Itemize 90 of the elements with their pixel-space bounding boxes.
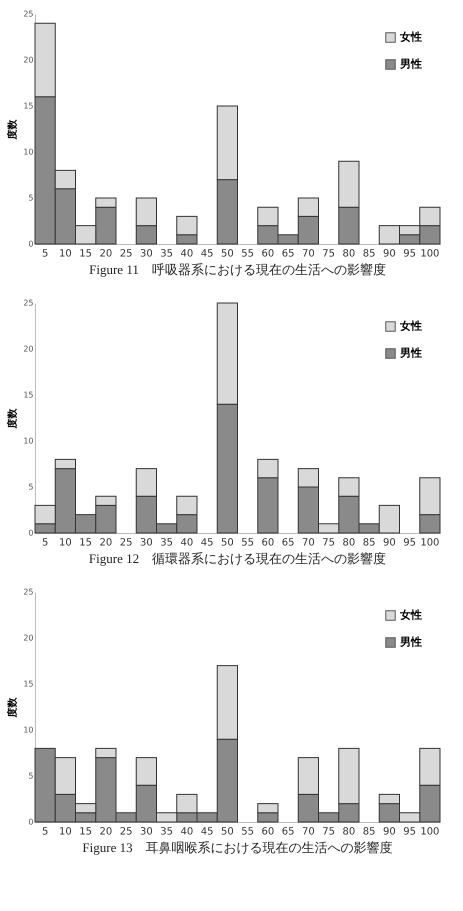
x-tick-label: 30 bbox=[140, 826, 153, 838]
x-tick-label: 70 bbox=[302, 538, 315, 548]
x-tick-label: 10 bbox=[59, 826, 72, 838]
y-tick-label: 5 bbox=[28, 482, 34, 492]
x-tick-label: 50 bbox=[221, 826, 234, 838]
x-tick-label: 20 bbox=[100, 538, 112, 548]
x-tick-label: 90 bbox=[383, 538, 396, 548]
y-tick-label: 20 bbox=[23, 344, 34, 354]
y-tick-label: 20 bbox=[23, 634, 34, 642]
x-tick-label: 55 bbox=[241, 248, 254, 260]
x-tick-label: 85 bbox=[362, 248, 376, 260]
x-tick-label: 85 bbox=[362, 826, 376, 838]
x-tick-label: 70 bbox=[302, 248, 315, 260]
y-tick-label: 15 bbox=[23, 390, 34, 400]
x-tick-label: 80 bbox=[342, 248, 356, 260]
x-tick-label: 95 bbox=[403, 538, 416, 548]
x-tick-label: 60 bbox=[262, 826, 274, 838]
text: Figure 13 耳鼻咽喉系における現在の生活への影響度 bbox=[82, 840, 393, 855]
x-tick-label: 5 bbox=[42, 538, 48, 548]
x-tick-label: 100 bbox=[420, 538, 440, 548]
x-tick-label: 30 bbox=[140, 538, 153, 548]
text: Figure 12 循環器系における現在の生活への影響度 bbox=[88, 551, 386, 566]
y-tick-label: 10 bbox=[23, 726, 34, 734]
x-tick-label: 45 bbox=[200, 538, 214, 548]
x-tick-label: 35 bbox=[160, 826, 173, 838]
y-axis-title: 度数 bbox=[6, 696, 18, 718]
y-tick-label: 0 bbox=[28, 818, 34, 826]
legend-label: 女性 bbox=[399, 320, 422, 332]
x-tick-label: 40 bbox=[180, 826, 194, 838]
x-tick-label: 60 bbox=[262, 538, 274, 548]
x-tick-label: 75 bbox=[322, 248, 335, 260]
x-tick-label: 30 bbox=[140, 248, 153, 260]
x-tick-label: 45 bbox=[200, 248, 214, 260]
legend-label: 女性 bbox=[399, 608, 422, 622]
x-tick-label: 25 bbox=[120, 248, 132, 260]
text: Figure 11 呼吸器系における現在の生活への影響度 bbox=[89, 262, 386, 277]
x-tick-label: 90 bbox=[383, 248, 396, 260]
x-tick-label: 100 bbox=[420, 248, 440, 260]
x-tick-label: 75 bbox=[322, 826, 335, 838]
y-tick-label: 20 bbox=[23, 56, 34, 64]
x-tick-label: 60 bbox=[262, 248, 274, 260]
legend-label: 男性 bbox=[399, 58, 422, 70]
x-tick-label: 70 bbox=[302, 826, 315, 838]
x-tick-label: 50 bbox=[221, 248, 234, 260]
x-tick-label: 95 bbox=[403, 826, 416, 838]
x-tick-label: 35 bbox=[160, 248, 173, 260]
y-tick-label: 25 bbox=[23, 588, 34, 596]
y-tick-label: 15 bbox=[23, 680, 34, 688]
y-tick-label: 10 bbox=[23, 436, 34, 446]
x-tick-label: 25 bbox=[120, 826, 132, 838]
y-tick-label: 0 bbox=[28, 528, 34, 538]
legend-label: 男性 bbox=[399, 346, 422, 360]
x-tick-label: 15 bbox=[79, 538, 92, 548]
x-tick-label: 15 bbox=[79, 248, 92, 260]
y-axis-title: 度数 bbox=[6, 118, 18, 140]
x-tick-label: 90 bbox=[383, 826, 396, 838]
x-tick-label: 15 bbox=[79, 826, 92, 838]
y-tick-label: 25 bbox=[23, 10, 34, 18]
x-tick-label: 10 bbox=[59, 538, 72, 548]
y-axis-title: 度数 bbox=[6, 408, 18, 430]
x-tick-label: 65 bbox=[282, 538, 294, 548]
x-tick-label: 35 bbox=[160, 538, 173, 548]
x-tick-label: 45 bbox=[200, 826, 214, 838]
x-tick-label: 65 bbox=[282, 826, 294, 838]
legend-label: 男性 bbox=[399, 636, 422, 648]
x-tick-label: 10 bbox=[59, 248, 72, 260]
x-tick-label: 5 bbox=[42, 248, 48, 260]
y-tick-label: 5 bbox=[28, 772, 34, 780]
x-tick-label: 85 bbox=[362, 538, 376, 548]
x-tick-label: 95 bbox=[403, 248, 416, 260]
x-tick-label: 100 bbox=[420, 826, 440, 838]
legend-label: 女性 bbox=[399, 30, 422, 44]
y-tick-label: 5 bbox=[28, 194, 34, 202]
x-tick-label: 80 bbox=[342, 826, 356, 838]
x-tick-label: 40 bbox=[180, 538, 194, 548]
y-tick-label: 25 bbox=[23, 298, 34, 308]
x-tick-label: 80 bbox=[342, 538, 356, 548]
y-tick-label: 15 bbox=[23, 102, 34, 110]
x-tick-label: 25 bbox=[120, 538, 132, 548]
x-tick-label: 5 bbox=[42, 826, 48, 838]
x-tick-label: 55 bbox=[241, 538, 254, 548]
x-tick-label: 50 bbox=[221, 538, 234, 548]
y-tick-label: 10 bbox=[23, 148, 34, 156]
x-tick-label: 55 bbox=[241, 826, 254, 838]
x-tick-label: 65 bbox=[282, 248, 294, 260]
x-tick-label: 20 bbox=[100, 248, 112, 260]
y-tick-label: 0 bbox=[28, 240, 34, 248]
x-tick-label: 40 bbox=[180, 248, 194, 260]
x-tick-label: 75 bbox=[322, 538, 335, 548]
x-tick-label: 20 bbox=[100, 826, 112, 838]
